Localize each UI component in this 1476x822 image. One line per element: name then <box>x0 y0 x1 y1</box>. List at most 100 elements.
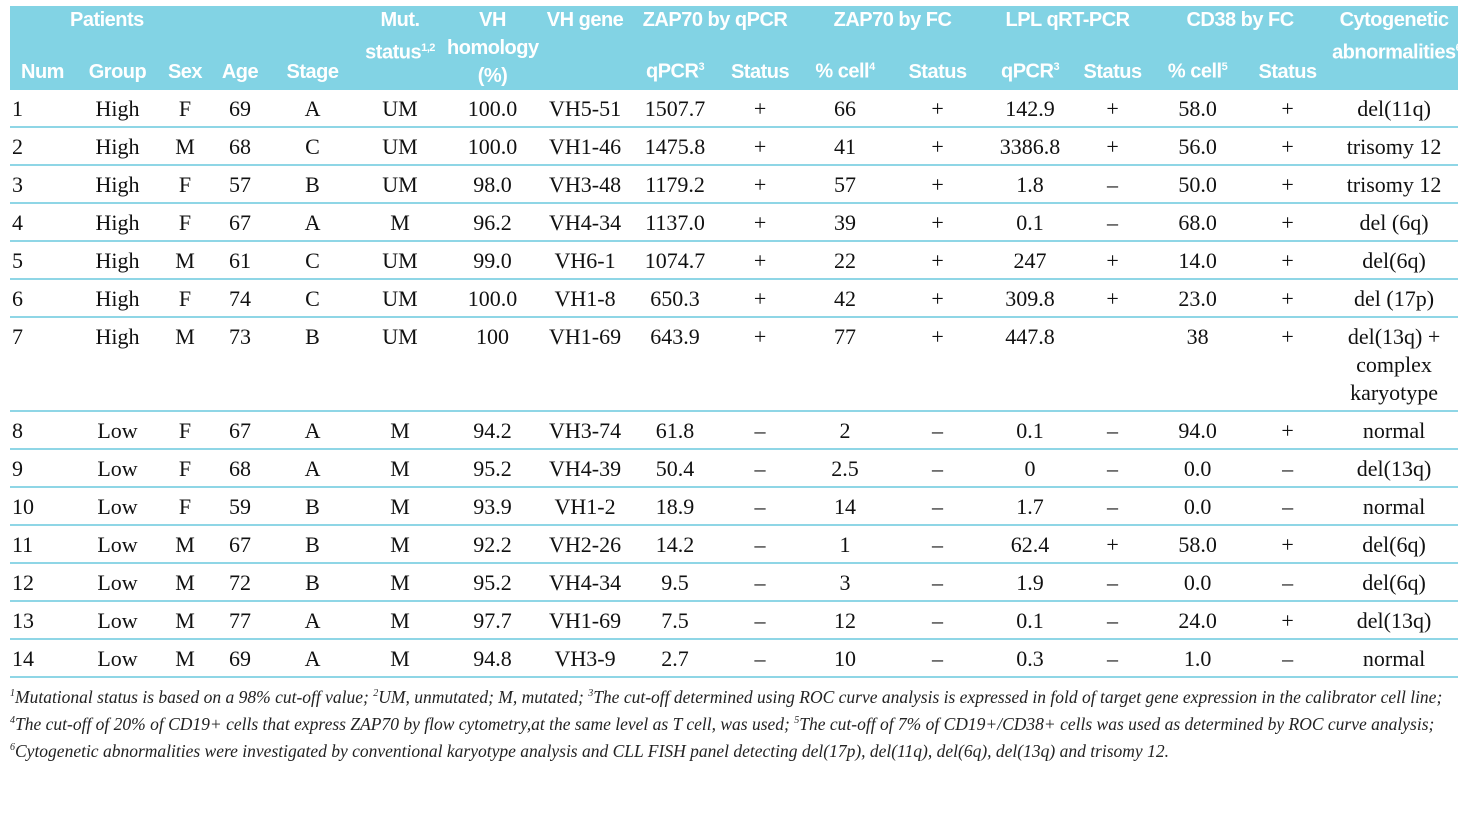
table-cell: – <box>890 487 986 526</box>
table-cell: 643.9 <box>630 317 721 412</box>
table-cell: + <box>890 203 986 242</box>
table-cell: 1.9 <box>985 563 1076 602</box>
table-cell: 14.2 <box>630 525 721 564</box>
table-row: 8 Low F 67 A M 94.2 VH3-74 61.8–2–0.1–94.0 + norma… <box>10 411 1459 450</box>
table-cell: M <box>355 639 446 678</box>
footnote-text: The cut-off of 20% of CD19+ cells that e… <box>15 713 795 734</box>
table-cell: 67 <box>210 203 270 242</box>
table-cell: 74 <box>210 279 270 318</box>
table-cell: M <box>355 487 446 526</box>
table-cell: F <box>160 411 210 450</box>
header-text: Age <box>221 61 259 83</box>
header-cell: LPL qRT-PCR <box>985 6 1151 43</box>
header-cell: % cell4 <box>800 42 891 90</box>
table-cell: 56.0 <box>1150 127 1246 166</box>
table-cell: High <box>75 203 160 242</box>
superscript: 5 <box>1221 61 1228 74</box>
table-cell: F <box>160 165 210 204</box>
table-cell: UM <box>355 127 446 166</box>
table-cell: + <box>720 241 801 280</box>
table-cell: High <box>75 165 160 204</box>
table-cell: 1507.7 <box>630 90 721 128</box>
header-cell: Patients <box>10 6 356 43</box>
table-cell: VH3-74 <box>540 411 631 450</box>
table-cell: – <box>720 411 801 450</box>
table-cell: VH2-26 <box>540 525 631 564</box>
table-cell: Low <box>75 639 160 678</box>
table-cell: 50.0 <box>1150 165 1246 204</box>
table-cell: 0.1 <box>985 601 1076 640</box>
table-cell: 73 <box>210 317 270 412</box>
table-cell: – <box>720 525 801 564</box>
table-cell: High <box>75 317 160 412</box>
table-cell: VH6-1 <box>540 241 631 280</box>
table-cell: 24.0 <box>1150 601 1246 640</box>
table-cell: 94.2 <box>445 411 541 450</box>
table-cell: 41 <box>800 127 891 166</box>
table-cell: C <box>270 241 356 280</box>
table-cell: VH1-46 <box>540 127 631 166</box>
table-cell: del(11q) <box>1330 90 1459 128</box>
table-cell: 68.0 <box>1150 203 1246 242</box>
header-text: Status <box>1258 61 1318 83</box>
table-cell: + <box>1075 279 1151 318</box>
table-cell: 2 <box>10 127 75 166</box>
table-cell: Low <box>75 601 160 640</box>
table-cell: – <box>720 487 801 526</box>
table-cell: – <box>1245 639 1331 678</box>
table-cell: 247 <box>985 241 1076 280</box>
table-cell: + <box>1245 203 1331 242</box>
table-cell: M <box>355 203 446 242</box>
header-text: Group <box>88 61 147 83</box>
table-cell: 309.8 <box>985 279 1076 318</box>
header-cell: VH gene <box>540 6 631 90</box>
table-cell: – <box>1075 487 1151 526</box>
table-cell: M <box>355 525 446 564</box>
footnote: 1Mutational status is based on a 98% cut… <box>10 682 1458 762</box>
table-cell: 0.1 <box>985 203 1076 242</box>
table-cell: 5 <box>10 241 75 280</box>
table-cell: 2 <box>800 411 891 450</box>
header-text: VH homology (%) <box>447 9 539 87</box>
table-cell: 61.8 <box>630 411 721 450</box>
header-cell: ZAP70 by qPCR <box>630 6 801 43</box>
table-cell: 69 <box>210 639 270 678</box>
header-cell: qPCR3 <box>985 42 1076 90</box>
table-cell: + <box>1075 127 1151 166</box>
table-cell: del(6q) <box>1330 525 1459 564</box>
table-cell: – <box>1075 411 1151 450</box>
header-text: Sex <box>167 61 203 83</box>
table-cell: 14 <box>10 639 75 678</box>
superscript: 3 <box>1053 61 1060 74</box>
table-cell: – <box>1075 601 1151 640</box>
footnote-text: Mutational status is based on a 98% cut-… <box>15 686 374 707</box>
table-row: 6 High F 74 C UM 100.0 VH1-8 650.3 +42 +309.8 +23.0… <box>10 279 1459 318</box>
header-cell: Age <box>210 42 270 90</box>
table-cell: VH4-34 <box>540 563 631 602</box>
table-cell: 6 <box>10 279 75 318</box>
table-cell: Low <box>75 449 160 488</box>
table-cell: 18.9 <box>630 487 721 526</box>
table-cell: 13 <box>10 601 75 640</box>
table-cell: Low <box>75 563 160 602</box>
header-cell: Status <box>890 42 986 90</box>
table-cell: 9 <box>10 449 75 488</box>
table-cell: 7.5 <box>630 601 721 640</box>
table-header: Patients Mut. status1,2 VH homology (%) VH … <box>10 6 1462 90</box>
table-cell: 100.0 <box>445 90 541 128</box>
table-cell: + <box>1245 90 1331 128</box>
table-cell: 8 <box>10 411 75 450</box>
table-cell: High <box>75 90 160 128</box>
table-cell: + <box>1245 127 1331 166</box>
table-cell: 1 <box>800 525 891 564</box>
table-cell: + <box>1245 525 1331 564</box>
table-cell: 62.4 <box>985 525 1076 564</box>
table-row: 2 High M 68 C UM 100.0 VH1-46 1475.8 +41 +3386.8 +5… <box>10 127 1459 166</box>
table-cell: 77 <box>800 317 891 412</box>
table-cell: – <box>1075 563 1151 602</box>
table-cell: B <box>270 525 356 564</box>
header-text: Mut. status <box>365 9 422 64</box>
header-cell: Status <box>1245 42 1331 90</box>
table-cell: + <box>890 90 986 128</box>
header-cell: Stage <box>270 42 356 90</box>
